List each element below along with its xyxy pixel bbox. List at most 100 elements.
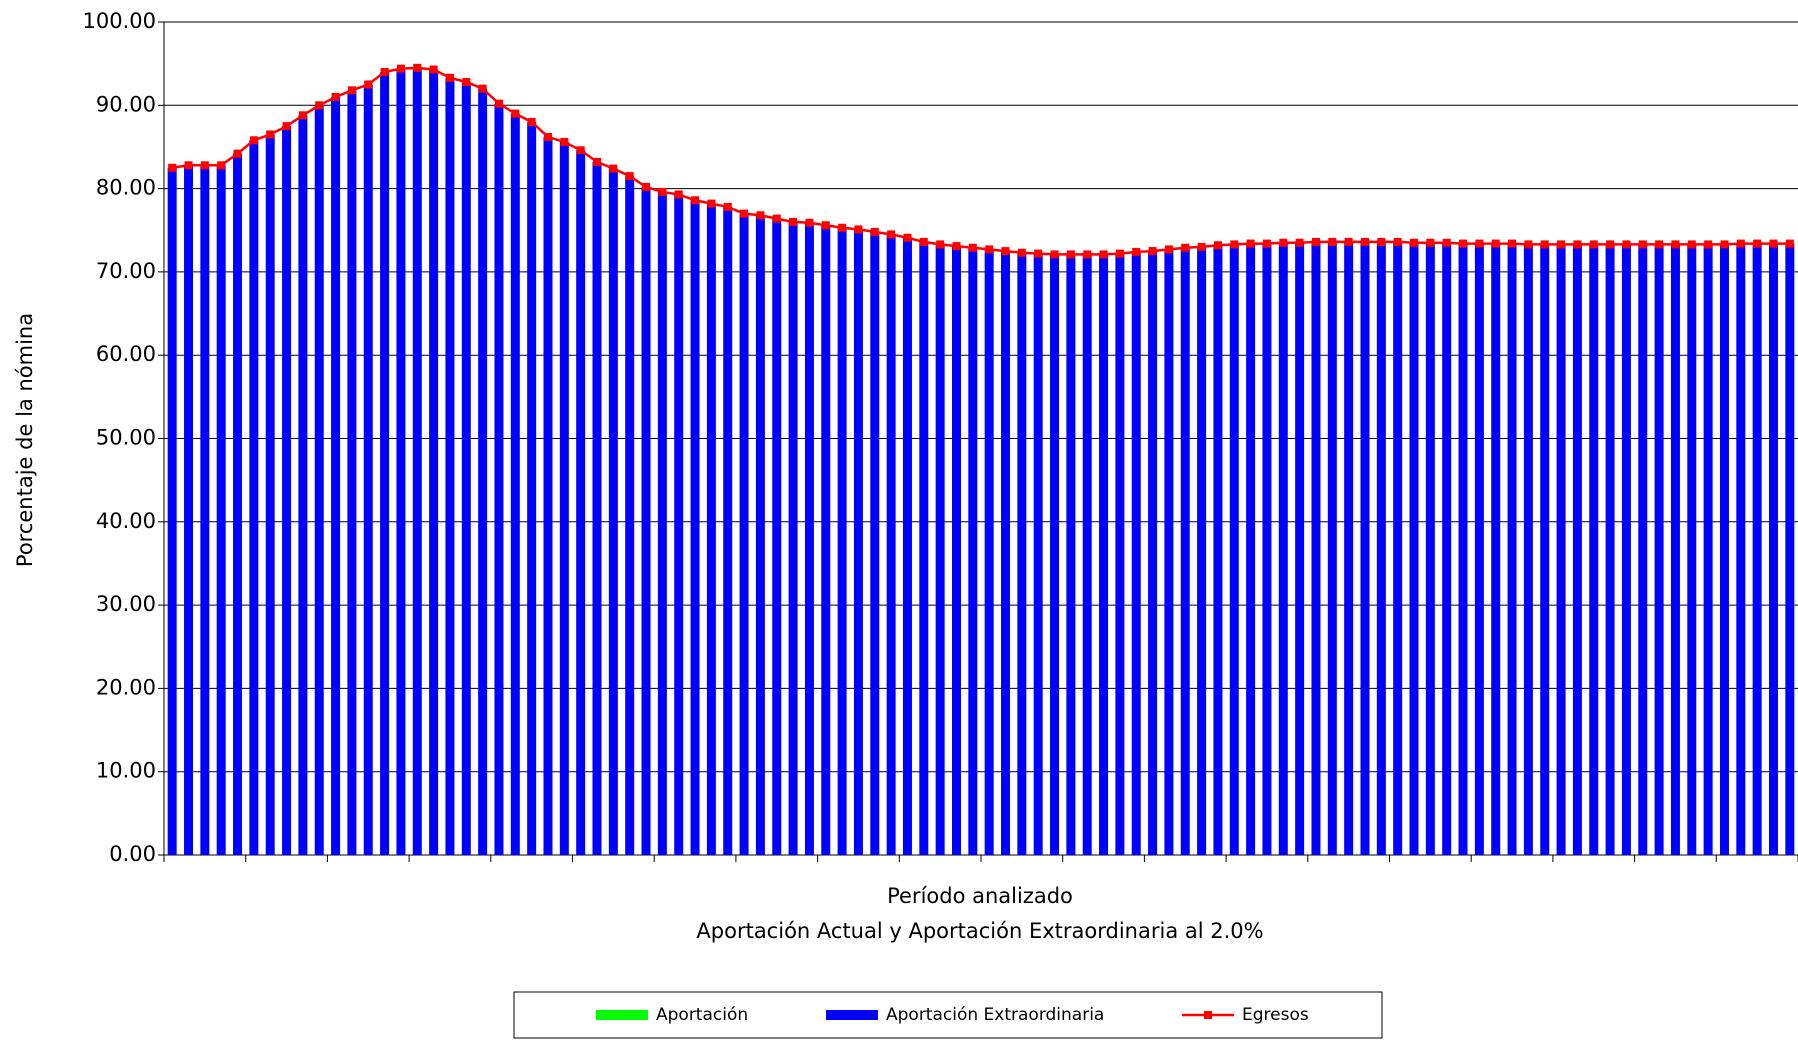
marker [1622,240,1631,249]
bar [723,206,733,855]
marker [625,172,634,181]
y-tick-label: 50.00 [96,426,156,450]
bar [265,134,275,855]
bar [1654,244,1664,855]
marker [821,221,830,230]
marker [887,230,896,239]
legend-symbol [826,1010,878,1020]
y-axis-title: Porcentaje de la nómina [13,313,37,567]
marker [1181,243,1190,252]
legend-box [513,991,1383,1039]
bar [1605,244,1615,855]
marker [1540,240,1549,249]
marker [936,240,945,249]
marker [903,233,912,242]
bar [1099,254,1109,856]
marker [985,245,994,254]
marker [462,77,471,86]
marker [674,190,683,199]
marker [1246,239,1255,248]
marker [1148,247,1157,256]
marker [266,130,275,139]
marker [1262,239,1271,248]
bar [445,77,455,856]
marker [1573,240,1582,249]
bar [576,150,586,856]
marker [413,63,422,72]
bar [1785,243,1795,855]
bar [1311,241,1321,856]
bar [772,218,782,855]
bar [625,176,635,856]
marker [217,161,226,170]
bar [837,227,847,856]
marker [298,111,307,120]
bar [1540,244,1550,855]
bar [951,246,961,855]
bar [559,141,569,855]
marker [396,64,405,73]
marker [1213,241,1222,250]
bar [1213,245,1223,855]
marker [854,225,863,234]
marker [1410,238,1419,247]
marker [952,242,961,251]
bar [184,165,194,855]
marker [1606,240,1615,249]
marker [756,211,765,220]
marker [364,80,373,89]
bar [1703,244,1713,855]
bar [1148,251,1158,855]
bar [200,165,210,855]
marker [789,217,798,226]
bar [1180,247,1190,856]
bar [935,244,945,855]
bar [1360,241,1370,856]
marker [593,157,602,166]
bar [1229,244,1239,855]
marker [1132,247,1141,256]
bar [592,161,602,856]
marker [1442,238,1451,247]
bar [527,121,537,855]
marker [1655,240,1664,249]
marker [1769,239,1778,248]
marker [1687,240,1696,249]
marker [478,84,487,93]
legend: Aportación Aportación Extraordinaria Egres… [596,1005,1309,1025]
y-tick-label: 80.00 [96,176,156,200]
y-tick-label: 70.00 [96,259,156,283]
bar [1556,244,1566,855]
marker [1736,239,1745,248]
bar [167,167,177,855]
bar [674,194,684,855]
bar [1295,242,1305,855]
bar [1507,243,1517,855]
bar [1474,243,1484,855]
bar [1164,249,1174,855]
bar [298,115,308,855]
marker [838,223,847,232]
bar [902,237,912,855]
caption: Aportación Actual y Aportación Extraordi… [696,919,1263,943]
marker [870,227,879,236]
bar [1638,244,1648,855]
x-axis-title: Período analizado [887,884,1073,908]
bar [870,231,880,855]
marker [576,146,585,155]
bar [1670,244,1680,855]
legend-label: Egresos [1242,1005,1309,1025]
bar [1344,241,1354,856]
marker [707,199,716,208]
bar [1523,244,1533,855]
marker [331,92,340,101]
legend-label: Aportación Extraordinaria [886,1005,1104,1025]
bar [984,249,994,855]
marker [527,117,536,126]
y-tick-label: 40.00 [96,509,156,533]
marker [723,202,732,211]
y-tick-label: 10.00 [96,759,156,783]
marker [200,161,209,170]
bar [478,88,488,855]
